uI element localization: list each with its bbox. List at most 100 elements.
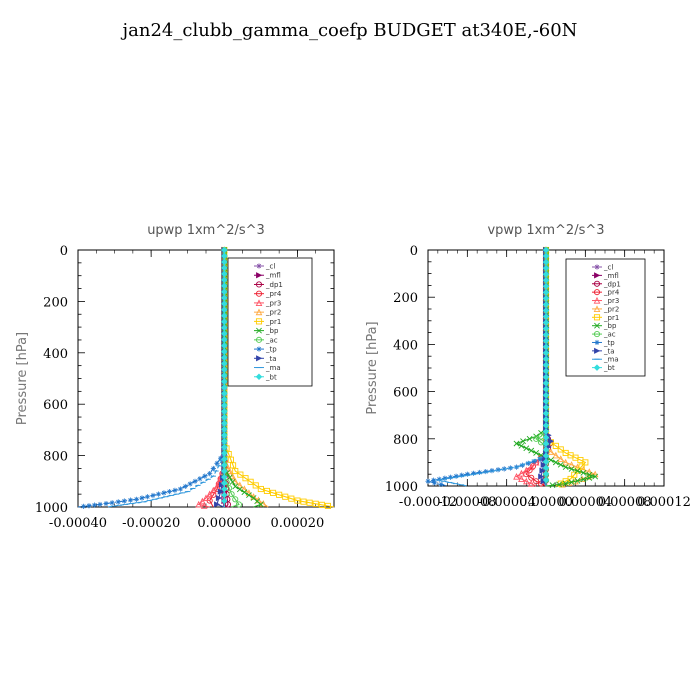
data-point xyxy=(214,460,220,466)
legend-label: _pr2 xyxy=(265,309,281,317)
legend-label: _dp1 xyxy=(265,281,283,289)
legend-marker xyxy=(593,289,601,296)
y-tick-label: 400 xyxy=(43,347,68,362)
legend-marker xyxy=(593,280,601,287)
series_ma xyxy=(107,249,227,508)
data-point xyxy=(236,486,243,493)
data-point xyxy=(229,479,236,485)
data-point xyxy=(221,449,228,457)
data-point xyxy=(542,446,550,453)
data-point xyxy=(574,467,581,474)
data-point xyxy=(306,499,313,506)
data-point xyxy=(226,474,233,481)
data-point xyxy=(91,502,98,508)
data-point xyxy=(562,458,569,466)
legend-label: _dp1 xyxy=(603,280,621,288)
legend-marker xyxy=(594,339,600,346)
legend-item: _dp1 xyxy=(592,280,621,288)
data-point xyxy=(247,478,254,485)
data-point xyxy=(542,343,550,351)
legend-label: _pr3 xyxy=(265,299,281,307)
legend-marker xyxy=(593,314,601,321)
legend-marker xyxy=(256,263,262,269)
data-point xyxy=(150,492,156,499)
data-point xyxy=(548,438,555,445)
figure-title: jan24_clubb_gamma_coefp BUDGET at340E,-6… xyxy=(122,20,578,41)
data-point xyxy=(542,301,550,308)
legend-label: _ma xyxy=(265,364,281,372)
data-point xyxy=(221,270,228,278)
legend-item: _tp xyxy=(254,346,277,354)
data-point xyxy=(562,480,569,487)
legend-item: _bp xyxy=(592,322,617,330)
legend-label: _bp xyxy=(603,322,617,330)
legend-label: _ac xyxy=(603,331,616,339)
legend-marker xyxy=(255,336,263,343)
legend-box xyxy=(565,258,646,377)
data-point xyxy=(269,489,277,496)
data-point xyxy=(192,478,198,484)
y-tick-label: 600 xyxy=(393,386,418,401)
legend-label: _tp xyxy=(265,346,277,354)
legend-label: _bt xyxy=(265,373,277,381)
data-point xyxy=(221,246,228,254)
legend-marker xyxy=(256,355,263,362)
legend-label: _ac xyxy=(265,336,278,344)
data-point xyxy=(542,289,550,296)
data-point xyxy=(571,471,578,478)
data-point xyxy=(540,461,547,468)
legend-item: _mfl xyxy=(254,272,281,280)
legend-item: _pr2 xyxy=(592,305,619,313)
data-point xyxy=(221,414,228,421)
data-point xyxy=(574,477,581,484)
data-point xyxy=(578,463,585,470)
data-point xyxy=(221,402,228,409)
y-tick-label: 600 xyxy=(43,398,68,413)
data-point xyxy=(542,410,550,417)
data-point xyxy=(221,408,228,415)
data-point xyxy=(215,494,223,502)
chart-panel-2: vpwp 1xm^2/s^3 Pressure [hPa] 0 200 400 600 80… xyxy=(365,223,691,510)
legend-label: _bp xyxy=(265,327,279,335)
data-point xyxy=(166,488,173,495)
chart-panel-1: upwp 1xm^2/s^3 Pressure [hPa] 0 200 400 600 80… xyxy=(15,223,335,531)
data-point xyxy=(139,495,145,501)
data-point xyxy=(161,490,167,496)
data-point xyxy=(542,367,550,375)
data-point xyxy=(542,246,550,254)
data-point xyxy=(568,479,575,486)
data-point xyxy=(195,500,203,508)
x-tick-label: 0.00020 xyxy=(271,516,325,531)
data-point xyxy=(144,494,151,500)
data-point xyxy=(242,475,249,482)
data-point xyxy=(133,496,140,502)
data-point xyxy=(489,468,495,474)
data-point xyxy=(237,471,244,478)
legend-marker xyxy=(255,290,263,297)
y-tick-label: 0 xyxy=(410,244,418,259)
data-point xyxy=(542,464,550,472)
data-point xyxy=(221,252,228,260)
data-point xyxy=(470,470,477,476)
data-point xyxy=(513,440,520,447)
data-point xyxy=(542,440,550,447)
series_bt xyxy=(542,246,550,486)
data-point xyxy=(221,360,228,367)
data-point xyxy=(547,448,555,455)
data-point xyxy=(221,485,228,493)
data-point xyxy=(542,307,550,314)
data-point xyxy=(202,473,208,479)
legend-marker xyxy=(593,364,601,371)
data-point xyxy=(518,442,525,449)
data-point xyxy=(557,446,564,453)
y-tick-label: 400 xyxy=(393,338,418,353)
legend-item: _ac xyxy=(254,336,278,344)
series-line xyxy=(437,250,547,487)
y-axis-label: Pressure [hPa] xyxy=(365,321,380,414)
legend-marker xyxy=(593,296,601,304)
data-point xyxy=(542,434,550,441)
data-point xyxy=(542,252,550,260)
data-point xyxy=(221,479,228,487)
legend-label: _mfl xyxy=(603,272,619,280)
data-point xyxy=(80,503,87,509)
